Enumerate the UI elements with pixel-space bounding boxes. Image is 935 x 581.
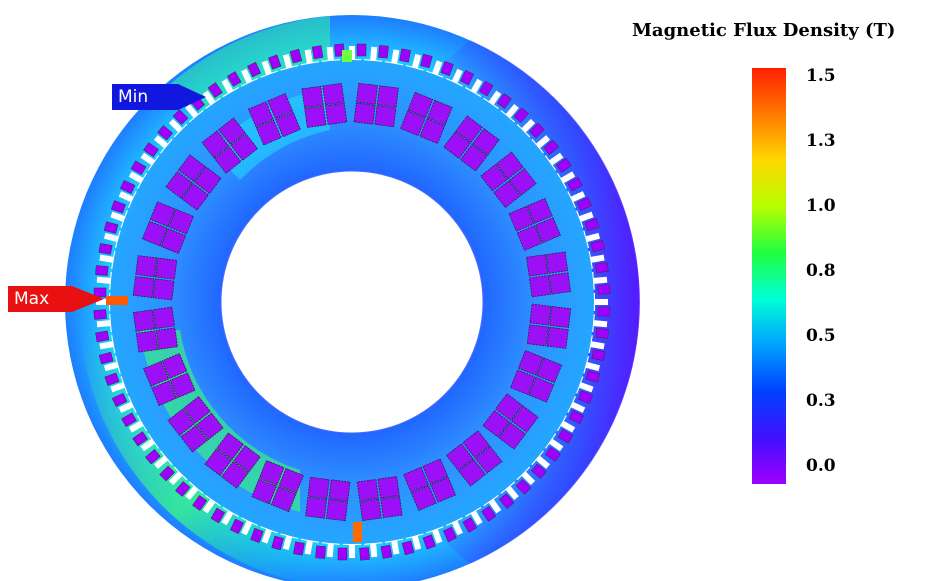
rotor-coil-pair	[143, 353, 196, 407]
rotor-coil-pair	[132, 306, 178, 353]
rotor-coil-pair	[508, 197, 561, 251]
rotor-coils	[132, 82, 572, 522]
rotor-coil-pair	[305, 476, 351, 522]
rotor-coil-pair	[510, 350, 563, 403]
legend-tick-label: 1.0	[806, 196, 836, 216]
legend-title: Magnetic Flux Density (T)	[632, 20, 896, 41]
rotor-coil-pair	[526, 251, 572, 298]
legend-tick-label: 0.8	[806, 261, 836, 281]
rotor-coil-pair	[480, 151, 537, 209]
rotor-coil-pair	[526, 303, 572, 349]
rotor-coil-pair	[301, 82, 348, 128]
rotor-coil-pair	[356, 476, 403, 522]
max-label: Max	[14, 289, 50, 309]
rotor-coil-pair	[445, 430, 503, 487]
min-label: Min	[118, 87, 149, 107]
min-callout: Min	[112, 84, 206, 110]
rotor-coil-pair	[400, 91, 453, 144]
rotor-coil-pair	[443, 115, 500, 172]
max-hotspot	[106, 296, 128, 305]
rotor-coil-pair	[403, 458, 457, 511]
rotor-left-green-region	[140, 330, 300, 512]
rotor-coil-pair	[201, 117, 259, 174]
legend-tick-label: 0.5	[806, 326, 836, 346]
rotor-coil-pair	[132, 255, 178, 301]
rotor-coil-pair	[251, 460, 304, 513]
max-callout-arrow	[8, 286, 104, 312]
rotor-coil-pair	[247, 93, 301, 146]
rotor-coil-pair	[482, 393, 539, 450]
bottom-hotspot	[353, 522, 362, 542]
legend-tick-label: 0.0	[806, 456, 836, 476]
legend-tick-label: 1.3	[806, 131, 836, 151]
shaft-hole	[220, 170, 484, 434]
max-callout: Max	[8, 286, 104, 312]
rotor-coil-pair	[204, 432, 261, 489]
legend-tick-label: 1.5	[806, 66, 836, 86]
rotor-coil-pair	[165, 154, 222, 211]
color-scale-bar	[752, 68, 786, 484]
legend-tick-label: 0.3	[806, 391, 836, 411]
stator-slot	[293, 534, 320, 556]
rotor-coil-pair	[141, 201, 194, 254]
rotor-coil-pair	[353, 82, 399, 128]
rotor-coil-pair	[167, 395, 224, 453]
stator-right-dark-region	[420, 40, 640, 564]
green-hotspot-top	[342, 50, 352, 62]
min-callout-arrow	[112, 84, 206, 110]
